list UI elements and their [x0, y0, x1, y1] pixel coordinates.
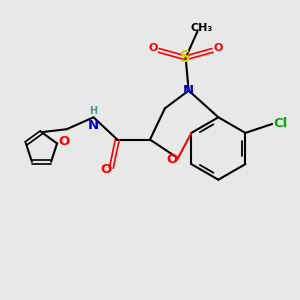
Text: Cl: Cl: [273, 118, 288, 130]
Text: O: O: [149, 43, 158, 53]
Text: S: S: [180, 50, 191, 65]
Text: O: O: [213, 43, 223, 53]
Text: N: N: [183, 84, 194, 97]
Text: O: O: [100, 163, 112, 176]
Text: O: O: [58, 136, 69, 148]
Text: H: H: [89, 106, 97, 116]
Text: N: N: [87, 119, 98, 132]
Text: O: O: [167, 153, 178, 166]
Text: CH₃: CH₃: [191, 23, 213, 33]
